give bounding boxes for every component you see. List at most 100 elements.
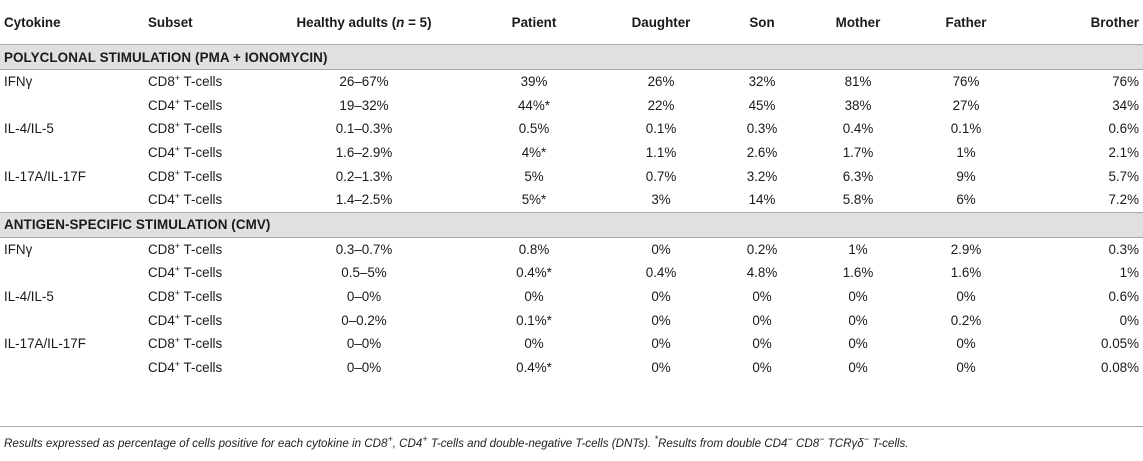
table-row: IL-4/IL-5 CD8+ T-cells 0.1–0.3% 0.5% 0.1% 0.3… (0, 117, 1143, 141)
brother-cell: 34% (1112, 97, 1139, 113)
brother-cell: 76% (1112, 74, 1139, 90)
son-cell: 45% (748, 97, 776, 113)
subset-cell: CD4+ T-cells (148, 96, 223, 113)
patient-cell: 5% (524, 168, 544, 184)
brother-cell: 7.2% (1108, 192, 1139, 208)
table-row: IFNγ CD8+ T-cells 0.3–0.7% 0.8% 0% 0.2% 1% 2.9%… (0, 237, 1143, 261)
header-row: Cytokine Subset Healthy adults (n = 5) P… (0, 0, 1143, 45)
father-cell: 0% (956, 289, 976, 305)
table-bottom-rule (0, 426, 1143, 427)
healthy-cell: 0.1–0.3% (335, 121, 393, 137)
mother-cell: 1.6% (842, 265, 874, 281)
patient-cell: 0.4%* (516, 265, 552, 281)
daughter-cell: 0% (651, 336, 671, 352)
patient-cell: 39% (520, 74, 548, 90)
section-title: POLYCLONAL STIMULATION (PMA + IONOMYCIN) (0, 44, 1143, 70)
brother-cell: 0% (1119, 312, 1139, 328)
mother-cell: 1.7% (842, 145, 874, 161)
section-title: ANTIGEN-SPECIFIC STIMULATION (CMV) (0, 211, 1143, 238)
header-son: Son (718, 0, 806, 45)
father-cell: 6% (956, 192, 976, 208)
mother-cell: 38% (844, 97, 872, 113)
mother-cell: 0% (848, 359, 868, 375)
father-cell: 0.1% (950, 121, 982, 137)
healthy-cell: 1.4–2.5% (335, 192, 393, 208)
daughter-cell: 1.1% (645, 145, 677, 161)
cytokine-cell: IL-4/IL-5 (4, 289, 54, 305)
brother-cell: 0.6% (1108, 121, 1139, 137)
table-row: CD4+ T-cells 1.4–2.5% 5%* 3% 14% 5.8% 6% 7.2% (0, 188, 1143, 212)
daughter-cell: 22% (647, 97, 675, 113)
father-cell: 27% (952, 97, 980, 113)
cytokine-cell: IL-17A/IL-17F (4, 336, 86, 352)
father-cell: 0% (956, 359, 976, 375)
healthy-cell: 0.2–1.3% (335, 168, 393, 184)
patient-cell: 0.4%* (516, 359, 552, 375)
healthy-cell: 0–0% (346, 359, 382, 375)
patient-cell: 0.5% (518, 121, 550, 137)
header-healthy-adults: Healthy adults (n = 5) (264, 0, 464, 45)
healthy-cell: 0–0% (346, 336, 382, 352)
header-father: Father (910, 0, 1022, 45)
son-cell: 2.6% (746, 145, 778, 161)
cytokine-cell (0, 141, 146, 165)
son-cell: 3.2% (746, 168, 778, 184)
healthy-cell: 0.5–5% (341, 265, 387, 281)
daughter-cell: 0.4% (645, 265, 677, 281)
daughter-cell: 0% (651, 289, 671, 305)
subset-cell: CD4+ T-cells (148, 264, 223, 281)
table-row: CD4+ T-cells 0.5–5% 0.4%* 0.4% 4.8% 1.6% 1.6% 1… (0, 261, 1143, 285)
father-cell: 1.6% (950, 265, 982, 281)
subset-cell: CD8+ T-cells (148, 167, 223, 184)
daughter-cell: 0% (651, 359, 671, 375)
section-header-row: POLYCLONAL STIMULATION (PMA + IONOMYCIN) (0, 44, 1143, 70)
table-row: IFNγ CD8+ T-cells 26–67% 39% 26% 32% 81% 76% 76% (0, 70, 1143, 94)
subset-cell: CD8+ T-cells (148, 120, 223, 137)
table-row: CD4+ T-cells 0–0.2% 0.1%* 0% 0% 0% 0.2% 0% (0, 308, 1143, 332)
cytokine-cell: IFNγ (4, 74, 33, 90)
brother-cell: 0.08% (1101, 359, 1139, 375)
brother-cell: 0.05% (1101, 336, 1139, 352)
cytokine-cell (0, 356, 146, 380)
healthy-cell: 26–67% (339, 74, 389, 90)
patient-cell: 44%* (517, 97, 550, 113)
father-cell: 1% (956, 145, 976, 161)
subset-cell: CD8+ T-cells (148, 288, 223, 305)
son-cell: 4.8% (746, 265, 778, 281)
brother-cell: 0.3% (1108, 241, 1139, 257)
cytokine-cell: IL-4/IL-5 (4, 121, 54, 137)
healthy-cell: 1.6–2.9% (335, 145, 393, 161)
header-subset: Subset (146, 0, 264, 45)
mother-cell: 81% (844, 74, 872, 90)
table-footnote: Results expressed as percentage of cells… (4, 434, 909, 451)
table-row: IL-17A/IL-17F CD8+ T-cells 0–0% 0% 0% 0% 0% 0% 0… (0, 332, 1143, 356)
header-mother: Mother (806, 0, 910, 45)
healthy-cell: 19–32% (339, 97, 389, 113)
father-cell: 0% (956, 336, 976, 352)
son-cell: 0% (752, 336, 772, 352)
header-cytokine: Cytokine (0, 0, 146, 45)
cytokine-cell: IL-17A/IL-17F (4, 168, 86, 184)
table-body: POLYCLONAL STIMULATION (PMA + IONOMYCIN)… (0, 44, 1143, 380)
mother-cell: 5.8% (842, 192, 874, 208)
brother-cell: 2.1% (1108, 145, 1139, 161)
subset-cell: CD4+ T-cells (148, 144, 223, 161)
subset-cell: CD8+ T-cells (148, 335, 223, 352)
subset-cell: CD4+ T-cells (148, 358, 223, 375)
daughter-cell: 0.7% (645, 168, 677, 184)
patient-cell: 0.1%* (516, 312, 552, 328)
healthy-cell: 0.3–0.7% (335, 241, 393, 257)
father-cell: 0.2% (950, 312, 982, 328)
healthy-cell: 0–0.2% (341, 312, 387, 328)
cytokine-cell (0, 188, 146, 212)
table-row: IL-4/IL-5 CD8+ T-cells 0–0% 0% 0% 0% 0% 0% 0.6% (0, 285, 1143, 309)
table-row: CD4+ T-cells 19–32% 44%* 22% 45% 38% 27% 34% (0, 94, 1143, 118)
header-brother: Brother (1022, 0, 1143, 45)
brother-cell: 1% (1119, 265, 1139, 281)
cytokine-cell (0, 308, 146, 332)
cytokine-cell (0, 94, 146, 118)
father-cell: 9% (956, 168, 976, 184)
section-header-row: ANTIGEN-SPECIFIC STIMULATION (CMV) (0, 211, 1143, 238)
mother-cell: 0% (848, 336, 868, 352)
son-cell: 0% (752, 312, 772, 328)
